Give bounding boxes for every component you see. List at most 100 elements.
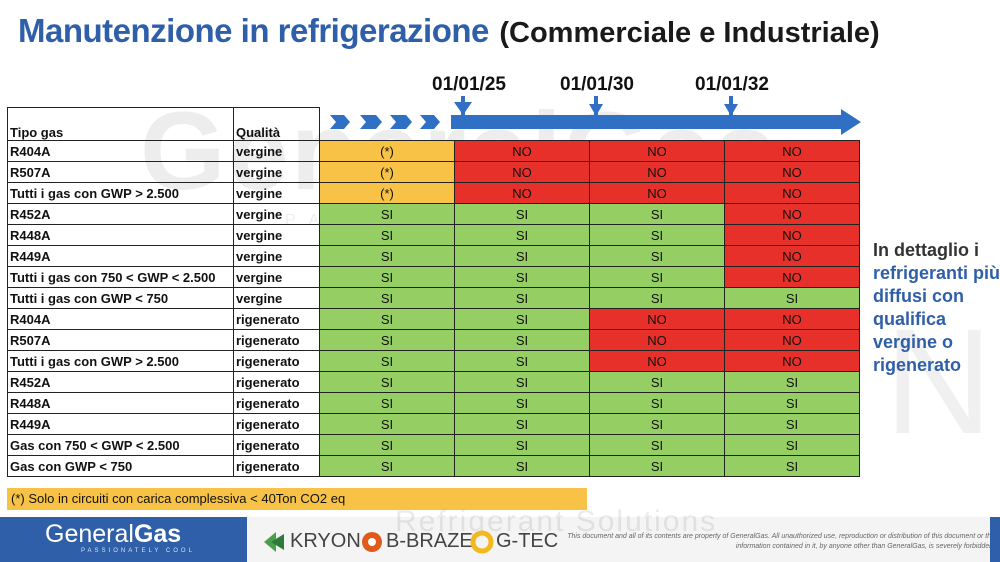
table-row: R404A rigenerato SI SI NO NO bbox=[7, 308, 860, 330]
gas-type-cell: Tutti i gas con 750 < GWP < 2.500 bbox=[7, 266, 234, 288]
status-cell: SI bbox=[589, 455, 725, 477]
table-row: Tutti i gas con GWP < 750 vergine SI SI SI SI bbox=[7, 287, 860, 309]
status-cell: NO bbox=[454, 161, 590, 183]
status-cell: (*) bbox=[319, 182, 455, 204]
status-cell: NO bbox=[454, 140, 590, 162]
table-row: Tutti i gas con 750 < GWP < 2.500 vergine… bbox=[7, 266, 860, 288]
status-cell: SI bbox=[724, 455, 860, 477]
footer-right-block bbox=[990, 517, 1000, 562]
side-intro: In dettaglio i bbox=[873, 240, 979, 260]
status-cell: SI bbox=[319, 329, 455, 351]
generalgas-logo-box bbox=[0, 517, 247, 562]
gas-type-cell: Tutti i gas con GWP < 750 bbox=[7, 287, 234, 309]
status-cell: SI bbox=[589, 203, 725, 225]
table-row: R404A vergine (*) NO NO NO bbox=[7, 140, 860, 162]
gas-type-cell: R452A bbox=[7, 203, 234, 225]
status-cell: NO bbox=[724, 224, 860, 246]
timeline-date-3: 01/01/32 bbox=[695, 74, 769, 95]
gas-type-cell: Tutti i gas con GWP > 2.500 bbox=[7, 182, 234, 204]
status-cell: NO bbox=[724, 350, 860, 372]
gas-type-cell: R404A bbox=[7, 308, 234, 330]
status-cell: SI bbox=[589, 266, 725, 288]
status-cell: NO bbox=[724, 308, 860, 330]
status-cell: SI bbox=[454, 329, 590, 351]
quality-cell: rigenerato bbox=[233, 329, 320, 351]
table-row: R449A vergine SI SI SI NO bbox=[7, 245, 860, 267]
gas-type-cell: Gas con GWP < 750 bbox=[7, 455, 234, 477]
timeline-arrow bbox=[330, 96, 861, 135]
copyright-disclaimer: This document and all of its contents ar… bbox=[567, 533, 995, 550]
status-cell: SI bbox=[319, 224, 455, 246]
logo-tagline: PASSIONATELY COOL bbox=[81, 548, 195, 554]
status-cell: SI bbox=[319, 287, 455, 309]
timeline-date-2: 01/01/30 bbox=[560, 74, 634, 95]
generalgas-logo: GeneralGas bbox=[45, 520, 181, 549]
gas-type-cell: R448A bbox=[7, 392, 234, 414]
quality-cell: rigenerato bbox=[233, 413, 320, 435]
gas-type-cell: Tutti i gas con GWP > 2.500 bbox=[7, 350, 234, 372]
status-cell: NO bbox=[724, 245, 860, 267]
header-blank bbox=[320, 108, 455, 141]
table-row: Tutti i gas con GWP > 2.500 rigenerato SI S… bbox=[7, 350, 860, 372]
title-main: Manutenzione in refrigerazione bbox=[18, 12, 489, 49]
gas-type-cell: R507A bbox=[7, 161, 234, 183]
status-cell: SI bbox=[454, 350, 590, 372]
status-cell: NO bbox=[724, 182, 860, 204]
status-cell: SI bbox=[319, 308, 455, 330]
side-highlight: refrigeranti più diffusi con qualifica bbox=[873, 263, 1000, 329]
quality-cell: vergine bbox=[233, 245, 320, 267]
timeline-date-1: 01/01/25 bbox=[432, 74, 506, 95]
gas-type-cell: R452A bbox=[7, 371, 234, 393]
status-cell: SI bbox=[454, 224, 590, 246]
gas-type-cell: R507A bbox=[7, 329, 234, 351]
status-cell: SI bbox=[319, 455, 455, 477]
status-cell: NO bbox=[589, 182, 725, 204]
quality-cell: vergine bbox=[233, 203, 320, 225]
gas-type-cell: R449A bbox=[7, 413, 234, 435]
status-cell: SI bbox=[454, 392, 590, 414]
header-qualita: Qualità bbox=[233, 107, 320, 141]
quality-cell: rigenerato bbox=[233, 308, 320, 330]
status-cell: SI bbox=[319, 392, 455, 414]
status-cell: SI bbox=[319, 203, 455, 225]
status-cell: SI bbox=[454, 287, 590, 309]
status-cell: NO bbox=[589, 308, 725, 330]
status-cell: (*) bbox=[319, 140, 455, 162]
status-cell: SI bbox=[454, 434, 590, 456]
logo-general: General bbox=[45, 520, 134, 548]
status-cell: SI bbox=[319, 413, 455, 435]
status-cell: SI bbox=[589, 392, 725, 414]
status-cell: NO bbox=[589, 329, 725, 351]
status-cell: NO bbox=[589, 161, 725, 183]
timeline-chevron-2 bbox=[360, 115, 382, 129]
title-sub: (Commerciale e Industriale) bbox=[499, 17, 880, 49]
timeline-chevron-3 bbox=[390, 115, 412, 129]
status-cell: SI bbox=[589, 371, 725, 393]
quality-cell: vergine bbox=[233, 224, 320, 246]
table-row: R507A rigenerato SI SI NO NO bbox=[7, 329, 860, 351]
status-cell: SI bbox=[454, 308, 590, 330]
status-cell: SI bbox=[589, 224, 725, 246]
status-cell: SI bbox=[454, 371, 590, 393]
gas-type-cell: R448A bbox=[7, 224, 234, 246]
quality-cell: rigenerato bbox=[233, 455, 320, 477]
status-cell: SI bbox=[319, 266, 455, 288]
status-cell: SI bbox=[454, 245, 590, 267]
status-cell: SI bbox=[724, 371, 860, 393]
gas-type-cell: Gas con 750 < GWP < 2.500 bbox=[7, 434, 234, 456]
quality-cell: vergine bbox=[233, 161, 320, 183]
table-row: R449A rigenerato SI SI SI SI bbox=[7, 413, 860, 435]
status-cell: SI bbox=[319, 350, 455, 372]
status-cell: SI bbox=[454, 266, 590, 288]
quality-cell: vergine bbox=[233, 266, 320, 288]
quality-cell: vergine bbox=[233, 140, 320, 162]
quality-cell: vergine bbox=[233, 287, 320, 309]
timeline-marker-2 bbox=[589, 104, 603, 116]
quality-cell: rigenerato bbox=[233, 371, 320, 393]
quality-cell: vergine bbox=[233, 182, 320, 204]
status-cell: SI bbox=[319, 371, 455, 393]
status-cell: SI bbox=[589, 434, 725, 456]
gas-type-cell: R404A bbox=[7, 140, 234, 162]
header-tipo-gas: Tipo gas bbox=[7, 107, 234, 141]
status-cell: SI bbox=[589, 413, 725, 435]
